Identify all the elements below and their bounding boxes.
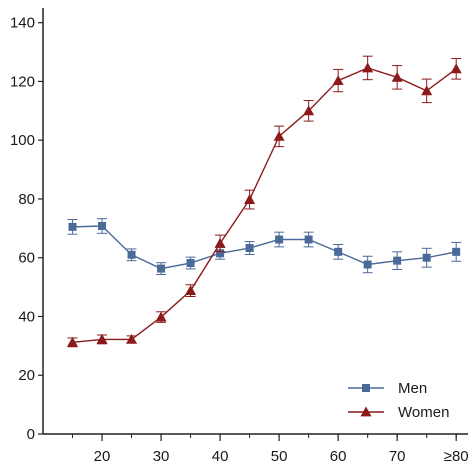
y-tick-label: 120 [10, 73, 35, 90]
data-point [421, 85, 433, 96]
legend-item-women: Women [348, 404, 449, 421]
data-point [214, 237, 226, 248]
data-point [304, 235, 313, 244]
x-tick-label: ≥80 [444, 448, 469, 465]
data-point [303, 105, 315, 116]
chart-axes: 0 20 40 60 80 100 120 140 20 30 40 50 60 70 ≥80 [10, 8, 469, 465]
data-point [185, 285, 197, 296]
data-point [98, 221, 107, 230]
series-layer [67, 55, 462, 348]
data-point [245, 244, 254, 253]
series-line [72, 225, 457, 270]
y-tick-label: 140 [10, 15, 35, 32]
x-tick-label: 60 [330, 448, 347, 465]
series-men [67, 218, 462, 275]
data-point [244, 194, 256, 204]
legend-marker [362, 384, 370, 392]
data-point [450, 63, 462, 74]
data-point [67, 336, 79, 347]
data-point [126, 333, 138, 344]
legend-marker [360, 406, 372, 417]
legend-label: Women [398, 404, 449, 421]
data-point [275, 235, 284, 244]
series-line [72, 67, 457, 344]
x-tick-label: 50 [271, 448, 288, 465]
x-tick-label: 70 [389, 448, 406, 465]
data-point [334, 247, 343, 256]
y-tick-label: 0 [27, 426, 35, 443]
legend-item-men: Men [348, 380, 427, 397]
data-point [273, 130, 285, 141]
data-point [186, 259, 195, 268]
chart-legend: Men Women [348, 380, 449, 421]
data-point [157, 264, 166, 273]
data-point [68, 222, 77, 231]
data-point [96, 333, 108, 344]
data-point [332, 75, 344, 85]
data-point [127, 250, 136, 259]
series-women [67, 55, 462, 348]
y-tick-label: 40 [18, 308, 35, 325]
data-point [155, 311, 167, 322]
y-tick-label: 20 [18, 367, 35, 384]
x-tick-label: 30 [153, 448, 170, 465]
data-point [393, 256, 402, 265]
data-point [391, 71, 403, 82]
data-point [216, 249, 225, 258]
data-point [363, 260, 372, 269]
data-point [422, 253, 431, 262]
y-tick-label: 100 [10, 132, 35, 149]
data-point [452, 247, 461, 256]
y-tick-label: 80 [18, 191, 35, 208]
x-tick-label: 40 [212, 448, 229, 465]
x-tick-label: 20 [94, 448, 111, 465]
legend-label: Men [398, 380, 427, 397]
y-tick-label: 60 [18, 250, 35, 267]
data-point [362, 62, 374, 73]
